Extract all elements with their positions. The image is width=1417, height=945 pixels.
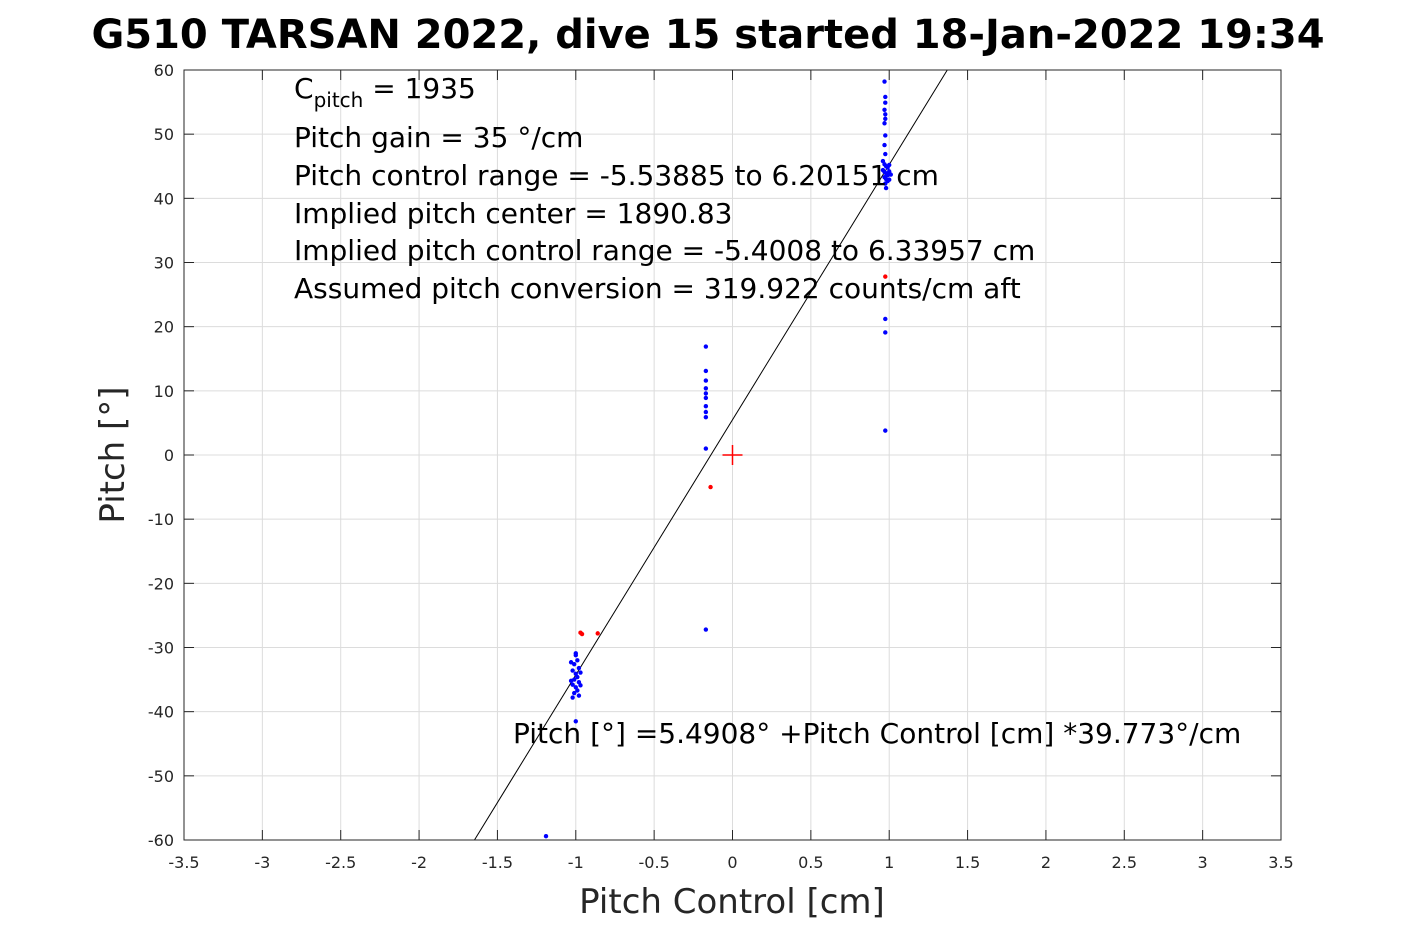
y-tick-label: 20 xyxy=(154,318,174,337)
data-point xyxy=(543,833,549,839)
axis-ticks xyxy=(183,69,1282,841)
data-point xyxy=(882,107,887,112)
data-points xyxy=(543,79,893,839)
annotation-line: Implied pitch center = 1890.83 xyxy=(294,197,732,230)
data-point xyxy=(570,695,575,700)
data-point xyxy=(708,484,713,490)
y-tick-label: 50 xyxy=(154,125,174,144)
data-point xyxy=(703,368,709,374)
data-point xyxy=(703,344,709,349)
data-point xyxy=(883,316,888,322)
data-point xyxy=(573,719,578,724)
data-point xyxy=(703,409,709,415)
data-point xyxy=(703,404,709,409)
x-tick-label: 0.5 xyxy=(798,853,823,872)
fit-line xyxy=(474,69,948,841)
x-tick-label: 3 xyxy=(1198,853,1208,872)
y-tick-label: -40 xyxy=(148,703,174,722)
data-point xyxy=(568,678,574,684)
data-point xyxy=(703,446,709,451)
y-tick-label: -50 xyxy=(148,767,174,786)
data-point xyxy=(576,693,582,698)
data-point xyxy=(883,112,888,117)
data-point xyxy=(570,682,575,687)
data-point xyxy=(576,665,582,671)
data-point xyxy=(883,151,888,157)
annotation-line: Implied pitch control range = -5.4008 to… xyxy=(294,234,1035,267)
data-point xyxy=(883,94,888,100)
y-tick-label: 40 xyxy=(154,189,174,208)
y-tick-label: 60 xyxy=(154,61,174,80)
x-tick-label: -2 xyxy=(411,853,427,872)
x-tick-label: 1.5 xyxy=(955,853,980,872)
x-tick-label: -0.5 xyxy=(639,853,670,872)
data-point xyxy=(883,330,888,335)
fit-line-group xyxy=(474,69,948,841)
data-point xyxy=(703,391,709,396)
data-point xyxy=(703,627,709,632)
y-tick-label: -10 xyxy=(148,510,174,529)
fit-equation: Pitch [°] =5.4908° +Pitch Control [cm] *… xyxy=(513,717,1241,750)
chart-title: G510 TARSAN 2022, dive 15 started 18-Jan… xyxy=(91,12,1324,58)
data-point xyxy=(883,181,888,186)
y-tick-labels: -60 -50 -40 -30 -20 -10 0 10 20 30 40 50 60 xyxy=(148,61,174,850)
annotation-line: Assumed pitch conversion = 319.922 count… xyxy=(294,272,1021,305)
x-tick-label: 2 xyxy=(1041,853,1051,872)
x-tick-label: 2.5 xyxy=(1112,853,1137,872)
data-point xyxy=(575,674,580,680)
data-point xyxy=(575,688,580,693)
data-point xyxy=(883,428,888,433)
data-point xyxy=(887,177,892,182)
x-axis-label: Pitch Control [cm] xyxy=(579,882,885,922)
data-point xyxy=(579,631,585,637)
data-point xyxy=(595,631,600,636)
y-tick-label: -20 xyxy=(148,574,174,593)
annotation-block: Cpitch = 1935 Pitch gain = 35 °/cm Pitch… xyxy=(294,72,1035,305)
y-axis-label: Pitch [°] xyxy=(93,386,133,523)
data-point xyxy=(887,162,892,168)
x-tick-label: 3.5 xyxy=(1268,853,1293,872)
data-point xyxy=(883,100,888,105)
center-marker xyxy=(722,445,743,465)
data-point xyxy=(883,116,888,121)
data-point xyxy=(703,386,709,391)
x-tick-label: -3.5 xyxy=(168,853,199,872)
data-point xyxy=(575,658,580,663)
y-tick-label: 10 xyxy=(154,382,174,401)
data-point xyxy=(703,378,709,383)
x-tick-label: -2.5 xyxy=(325,853,356,872)
data-point xyxy=(578,683,583,688)
annotation-c-pitch: Cpitch = 1935 xyxy=(294,72,476,112)
data-point xyxy=(883,274,888,279)
data-point xyxy=(883,133,888,138)
x-tick-labels: -3.5 -3 -2.5 -2 -1.5 -1 -0.5 0 0.5 1 1.5 2 2.5 3 3.5 xyxy=(168,853,1293,872)
annotation-line: Pitch gain = 35 °/cm xyxy=(294,121,583,154)
x-tick-label: -1.5 xyxy=(482,853,513,872)
x-tick-label: 1 xyxy=(884,853,894,872)
x-tick-label: 0 xyxy=(727,853,737,872)
data-point xyxy=(882,79,887,84)
data-point xyxy=(882,142,887,148)
y-tick-label: -30 xyxy=(148,639,174,658)
data-point xyxy=(578,670,583,675)
c-pitch-value: = 1935 xyxy=(363,72,476,105)
data-point xyxy=(882,121,887,126)
x-tick-label: -3 xyxy=(254,853,270,872)
c-pitch-subscript: pitch xyxy=(314,88,364,112)
annotation-line: Pitch control range = -5.53885 to 6.2015… xyxy=(294,159,939,192)
data-point xyxy=(883,185,889,191)
y-tick-label: -60 xyxy=(148,831,174,850)
data-point xyxy=(573,651,578,656)
data-point xyxy=(570,668,575,673)
data-point xyxy=(703,414,709,420)
data-point xyxy=(888,172,893,177)
data-point xyxy=(568,660,574,665)
data-point xyxy=(572,690,577,696)
y-tick-label: 0 xyxy=(164,446,174,465)
y-tick-label: 30 xyxy=(154,254,174,273)
c-pitch-main: C xyxy=(294,72,314,105)
x-tick-label: -1 xyxy=(568,853,584,872)
data-point xyxy=(703,395,709,401)
